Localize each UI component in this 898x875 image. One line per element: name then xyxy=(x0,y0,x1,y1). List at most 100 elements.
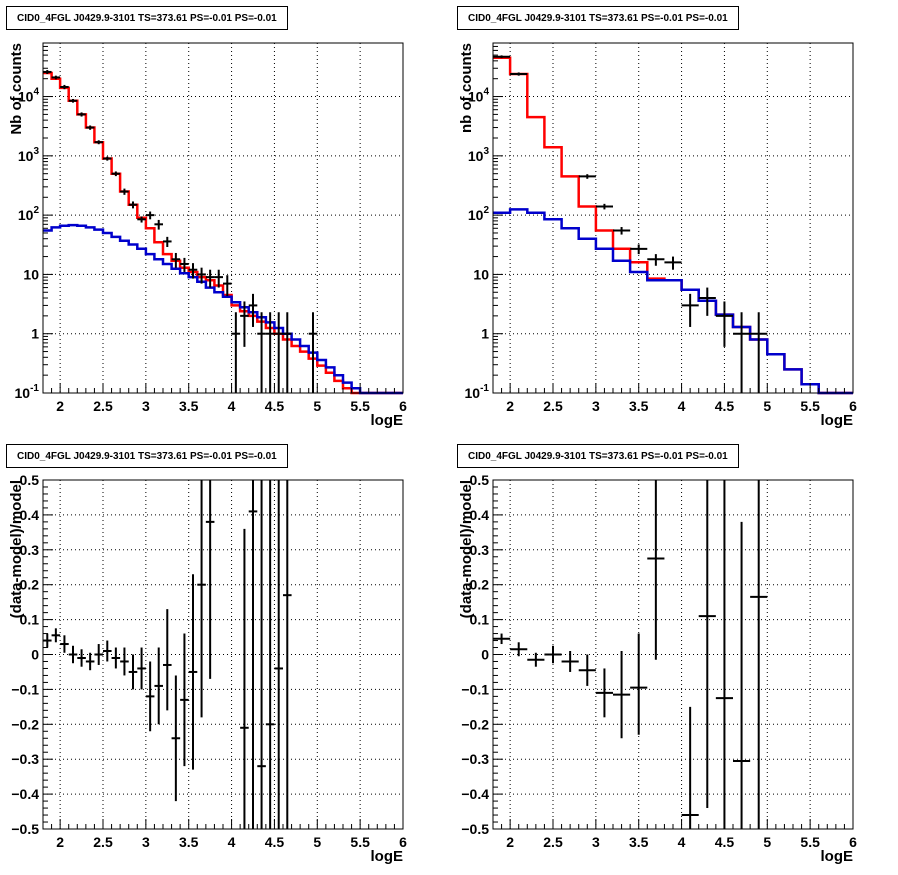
data-point xyxy=(77,112,86,117)
series-2-histogram xyxy=(493,208,853,395)
data-point xyxy=(214,269,223,288)
y-tick-label: 0.3 xyxy=(20,542,40,558)
series-1-histogram xyxy=(43,71,403,395)
y-axis-label: (data-model)/model xyxy=(458,480,475,618)
x-tick-label: 3 xyxy=(592,834,600,850)
data-point xyxy=(180,257,189,272)
data-point xyxy=(94,140,103,145)
data-point xyxy=(510,642,528,657)
y-tick-label: 0.4 xyxy=(470,507,490,523)
x-tick-label: 4 xyxy=(678,834,686,850)
x-axis-label: logE xyxy=(371,848,404,865)
panel-3: 2 2.5 3 3.5 4 4.5 5 5.5 6 −0.5 −0.4 −0.3 −0.2 −0.1 0 0.… xyxy=(8,472,407,865)
data-point xyxy=(595,668,613,718)
x-tick-label: 4 xyxy=(228,398,236,414)
data-point xyxy=(274,480,283,829)
data-point xyxy=(188,263,198,279)
y-tick-label: 103 xyxy=(18,146,40,164)
data-point xyxy=(188,574,198,770)
data-point xyxy=(205,480,215,679)
y-tick-label: −0.5 xyxy=(461,821,489,837)
y-tick-label: −0.4 xyxy=(11,786,39,802)
data-point xyxy=(85,652,95,671)
y-tick-label: 0.1 xyxy=(20,612,40,628)
data-point xyxy=(68,645,78,664)
data-point xyxy=(698,480,716,809)
x-tick-label: 3.5 xyxy=(629,398,649,414)
y-tick-label: 1 xyxy=(31,326,39,342)
data-point xyxy=(60,635,69,653)
y-tick-label: 0.4 xyxy=(20,507,40,523)
x-tick-label: 2.5 xyxy=(543,834,563,850)
data-point xyxy=(205,269,215,288)
x-tick-label: 6 xyxy=(849,834,857,850)
data-point xyxy=(77,649,86,667)
data-point xyxy=(613,227,631,235)
x-tick-label: 5 xyxy=(763,398,771,414)
x-tick-label: 2 xyxy=(56,398,64,414)
y-tick-label: −0.4 xyxy=(461,786,489,802)
x-tick-label: 3 xyxy=(592,398,600,414)
data-point xyxy=(248,293,258,327)
y-tick-label: 102 xyxy=(468,205,490,223)
x-tick-label: 4 xyxy=(678,398,686,414)
y-tick-label: 10 xyxy=(473,266,489,282)
y-tick-label: 0 xyxy=(481,647,489,663)
data-point xyxy=(733,312,751,393)
data-point xyxy=(613,651,631,739)
data-point xyxy=(248,480,258,829)
x-tick-label: 6 xyxy=(849,398,857,414)
data-point xyxy=(750,312,768,393)
x-tick-label: 5 xyxy=(313,398,321,414)
data-point xyxy=(578,174,596,179)
panel-4: 2 2.5 3 3.5 4 4.5 5 5.5 6 −0.5 −0.4 −0.3 −0.2 −0.1 0 0.… xyxy=(458,472,857,865)
data-point xyxy=(60,84,69,90)
data-point xyxy=(163,236,172,248)
data-point xyxy=(51,628,61,643)
x-tick-label: 3.5 xyxy=(179,398,199,414)
data-point xyxy=(257,480,266,829)
panel-4-title: CID0_4FGL J0429.9-3101 TS=373.61 PS=-0.0… xyxy=(457,444,739,468)
data-point xyxy=(103,156,112,161)
x-tick-label: 5.5 xyxy=(800,398,820,414)
y-tick-label: 10-1 xyxy=(465,383,490,401)
data-point xyxy=(283,312,292,393)
data-point xyxy=(120,647,129,676)
data-point xyxy=(180,633,189,767)
data-point xyxy=(664,256,682,270)
y-tick-label: 0.5 xyxy=(20,472,40,488)
data-point xyxy=(527,652,545,667)
y-tick-label: −0.2 xyxy=(461,716,489,732)
x-tick-label: 3.5 xyxy=(179,834,199,850)
data-point xyxy=(750,480,768,829)
x-tick-label: 2 xyxy=(506,398,514,414)
data-point xyxy=(493,633,511,645)
panel-2: 2 2.5 3 3.5 4 4.5 5 5.5 610-1110102103104logEnb … xyxy=(458,42,857,429)
data-point xyxy=(197,267,206,284)
y-tick-label: −0.3 xyxy=(461,751,489,767)
x-tick-label: 6 xyxy=(399,398,407,414)
data-point xyxy=(111,647,121,669)
x-tick-label: 5.5 xyxy=(350,834,370,850)
x-tick-label: 2.5 xyxy=(93,398,113,414)
data-point xyxy=(145,211,155,220)
x-tick-label: 5.5 xyxy=(800,834,820,850)
data-point xyxy=(265,312,275,393)
data-point xyxy=(630,244,648,255)
data-point xyxy=(308,312,318,393)
x-tick-label: 2.5 xyxy=(93,834,113,850)
panel-3-title: CID0_4FGL J0429.9-3101 TS=373.61 PS=-0.0… xyxy=(6,444,288,468)
y-tick-label: 1 xyxy=(481,326,489,342)
y-tick-label: 10-1 xyxy=(15,383,40,401)
data-point xyxy=(145,661,155,732)
x-tick-label: 4.5 xyxy=(715,398,735,414)
data-point xyxy=(111,171,121,177)
data-point xyxy=(163,609,172,711)
x-tick-label: 5.5 xyxy=(350,398,370,414)
panel-1-title: CID0_4FGL J0429.9-3101 TS=373.61 PS=-0.0… xyxy=(6,6,288,30)
data-point xyxy=(120,188,129,195)
x-tick-label: 4 xyxy=(228,834,236,850)
panel-2-title: CID0_4FGL J0429.9-3101 TS=373.61 PS=-0.0… xyxy=(457,6,739,30)
data-point xyxy=(103,640,112,662)
x-tick-label: 6 xyxy=(399,834,407,850)
